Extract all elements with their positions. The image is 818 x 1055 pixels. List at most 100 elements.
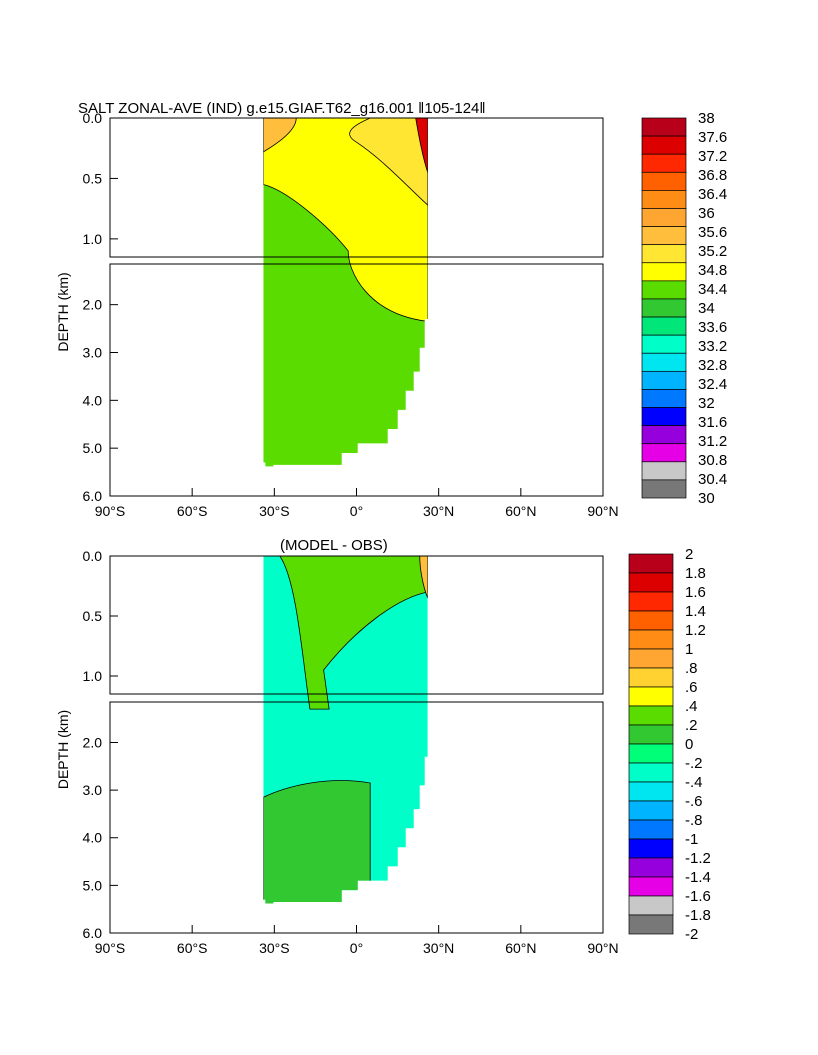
colorbar-label: 37.6: [698, 129, 727, 146]
region-mid-upper: [349, 118, 428, 206]
colorbar-label: 30.8: [698, 452, 727, 469]
colorbar-label: .8: [685, 660, 698, 677]
colorbar-label: 2: [685, 546, 693, 563]
y-tick-label: 0.5: [83, 608, 103, 624]
colorbar-label: 1.8: [685, 565, 706, 582]
figure-subtitle: (MODEL - OBS): [280, 537, 388, 554]
colorbar-cell: [641, 171, 687, 191]
colorbar-label: 34.8: [698, 262, 727, 279]
plot-frame-upper: [109, 117, 604, 258]
colorbar-label: 1: [685, 641, 693, 658]
colorbar-cell: [628, 781, 674, 802]
colorbar-label: .2: [685, 717, 698, 734]
colorbar-label: -.6: [685, 793, 703, 810]
colorbar-cell: [628, 648, 674, 669]
colorbar-label: -.4: [685, 774, 703, 791]
y-tick-label: 3.0: [83, 782, 103, 798]
colorbar-label: 33.6: [698, 319, 727, 336]
x-tick-label: 60°N: [505, 503, 536, 519]
colorbar-label: -.8: [685, 812, 703, 829]
colorbar-cell: [628, 895, 674, 916]
region-surface-positive: [279, 556, 428, 710]
colorbar-cell: [641, 443, 687, 463]
x-tick-label: 30°S: [259, 940, 290, 956]
colorbar-label: 35.6: [698, 224, 727, 241]
colorbar-cell: [628, 857, 674, 878]
x-tick-label: 0°: [350, 503, 363, 519]
colorbar-cell: [628, 800, 674, 821]
y-tick-label: 3.0: [83, 344, 103, 360]
colorbar-label: 33.2: [698, 338, 727, 355]
colorbar-label: 32.8: [698, 357, 727, 374]
y-tick-label: 1.0: [83, 668, 103, 684]
x-tick-label: 0°: [350, 940, 363, 956]
colorbar-cell: [628, 819, 674, 840]
region-bottom-positive: [263, 780, 371, 904]
colorbar-cell: [641, 352, 687, 372]
x-tick-label: 90°N: [587, 503, 618, 519]
y-tick-label: 5.0: [83, 440, 103, 456]
x-tick-label: 60°S: [177, 503, 208, 519]
colorbar-label: 1.2: [685, 622, 706, 639]
figure-title: SALT ZONAL-AVE (IND) g.e15.GIAF.T62_g16.…: [78, 100, 486, 117]
colorbar-label: -1.6: [685, 888, 711, 905]
colorbar-cell: [641, 226, 687, 246]
colorbar-cell: [628, 686, 674, 707]
colorbar-cell: [628, 705, 674, 726]
y-tick-label: 0.0: [83, 548, 103, 564]
colorbar-label: 32: [698, 395, 715, 412]
colorbar-label: 34: [698, 300, 715, 317]
colorbar-label: -1: [685, 831, 698, 848]
colorbar-label: 31.6: [698, 414, 727, 431]
colorbar-label: -1.8: [685, 907, 711, 924]
y-tick-label: 6.0: [83, 925, 103, 941]
y-tick-label: 2.0: [83, 297, 103, 313]
y-tick-label: 6.0: [83, 488, 103, 504]
colorbar-label: 36: [698, 205, 715, 222]
region-red-sea: [415, 118, 428, 173]
colorbar-cell: [628, 762, 674, 783]
y-axis-label: DEPTH (km): [55, 272, 71, 351]
colorbar-label: -.2: [685, 755, 703, 772]
colorbar-cell: [641, 316, 687, 336]
y-tick-label: 4.0: [83, 830, 103, 846]
colorbar-cell: [641, 117, 687, 137]
x-tick-label: 60°N: [505, 940, 536, 956]
x-tick-label: 60°S: [177, 940, 208, 956]
y-tick-label: 1.0: [83, 231, 103, 247]
y-tick-label: 0.0: [83, 110, 103, 126]
x-tick-label: 30°S: [259, 503, 290, 519]
colorbar-label: 37.2: [698, 148, 727, 165]
y-tick-label: 0.5: [83, 170, 103, 186]
colorbar-label: 35.2: [698, 243, 727, 260]
colorbar-cell: [628, 743, 674, 764]
colorbar-cell: [641, 389, 687, 408]
colorbar-cell: [628, 838, 674, 859]
colorbar-label: 30: [698, 490, 715, 507]
colorbar-label: 30.4: [698, 471, 727, 488]
colorbar-cell: [628, 667, 674, 688]
difference-panel: 90°S 60°S 30°S 0° 30°N 60°N 90°N 0.0 0.5 1.0 2.0 3.…: [55, 546, 711, 956]
colorbar-cell: [641, 407, 687, 426]
colorbar-cell: [641, 244, 687, 264]
colorbar-cell: [641, 298, 687, 318]
y-tick-label: 2.0: [83, 734, 103, 750]
y-axis-label: DEPTH (km): [55, 710, 71, 789]
colorbar-label: 38: [698, 110, 715, 127]
x-tick-label: 90°S: [95, 940, 126, 956]
colorbar-label: -1.4: [685, 869, 711, 886]
colorbar-cell: [641, 370, 687, 390]
colorbar-label: .4: [685, 698, 698, 715]
colorbar-label: 32.4: [698, 376, 727, 393]
colorbar-cell: [628, 914, 674, 935]
colorbar-label: 36.4: [698, 186, 727, 203]
colorbar-cell: [628, 724, 674, 745]
colorbar-label: -1.2: [685, 850, 711, 867]
colorbar-label: 0: [685, 736, 693, 753]
colorbar-label: 36.8: [698, 167, 727, 184]
region-north-upper: [263, 118, 428, 322]
y-tick-label: 4.0: [83, 392, 103, 408]
colorbar-cell: [628, 610, 674, 631]
colorbar-cell: [641, 425, 687, 445]
